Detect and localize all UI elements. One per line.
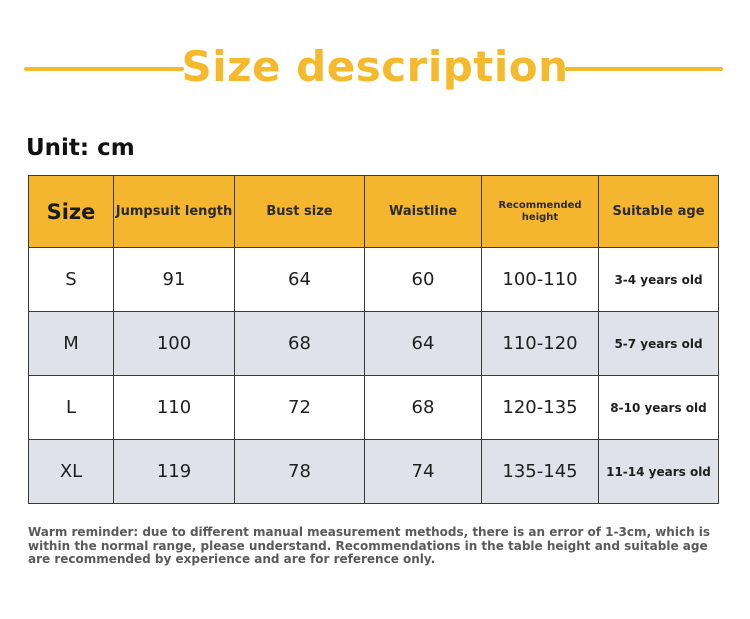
table-row: L 110 72 68 120-135 8-10 years old	[28, 375, 719, 440]
cell-jumpsuit-length: 100	[113, 311, 235, 376]
header-waistline: Waistline	[364, 175, 482, 248]
header-recommended-height: Recommended height	[481, 175, 599, 248]
table-row: XL 119 78 74 135-145 11-14 years old	[28, 439, 719, 504]
title-banner: Size description	[0, 40, 750, 100]
cell-waistline: 68	[364, 375, 482, 440]
cell-suitable-age: 5-7 years old	[598, 311, 719, 376]
header-size: Size	[28, 175, 114, 248]
cell-size: L	[28, 375, 114, 440]
size-table: Size Jumpsuit length Bust size Waistline…	[28, 175, 719, 504]
title-divider-left	[24, 67, 184, 71]
table-row: M 100 68 64 110-120 5-7 years old	[28, 311, 719, 376]
warm-reminder-note: Warm reminder: due to different manual m…	[28, 525, 711, 566]
cell-suitable-age: 11-14 years old	[598, 439, 719, 504]
header-suitable-age: Suitable age	[598, 175, 719, 248]
header-jumpsuit-length: Jumpsuit length	[113, 175, 235, 248]
cell-bust-size: 72	[234, 375, 365, 440]
cell-recommended-height: 110-120	[481, 311, 599, 376]
cell-recommended-height: 120-135	[481, 375, 599, 440]
cell-bust-size: 78	[234, 439, 365, 504]
cell-jumpsuit-length: 119	[113, 439, 235, 504]
cell-size: M	[28, 311, 114, 376]
cell-suitable-age: 8-10 years old	[598, 375, 719, 440]
cell-size: XL	[28, 439, 114, 504]
cell-waistline: 74	[364, 439, 482, 504]
table-row: S 91 64 60 100-110 3-4 years old	[28, 247, 719, 312]
cell-jumpsuit-length: 91	[113, 247, 235, 312]
cell-waistline: 60	[364, 247, 482, 312]
header-recommended-height-label: Recommended height	[498, 199, 582, 223]
header-bust-size: Bust size	[234, 175, 365, 248]
page-title: Size description	[181, 42, 569, 91]
unit-label: Unit: cm	[26, 135, 135, 161]
cell-suitable-age: 3-4 years old	[598, 247, 719, 312]
cell-recommended-height: 135-145	[481, 439, 599, 504]
cell-bust-size: 64	[234, 247, 365, 312]
cell-bust-size: 68	[234, 311, 365, 376]
title-divider-right	[565, 67, 723, 71]
cell-recommended-height: 100-110	[481, 247, 599, 312]
cell-waistline: 64	[364, 311, 482, 376]
table-header-row: Size Jumpsuit length Bust size Waistline…	[28, 175, 719, 248]
cell-jumpsuit-length: 110	[113, 375, 235, 440]
cell-size: S	[28, 247, 114, 312]
